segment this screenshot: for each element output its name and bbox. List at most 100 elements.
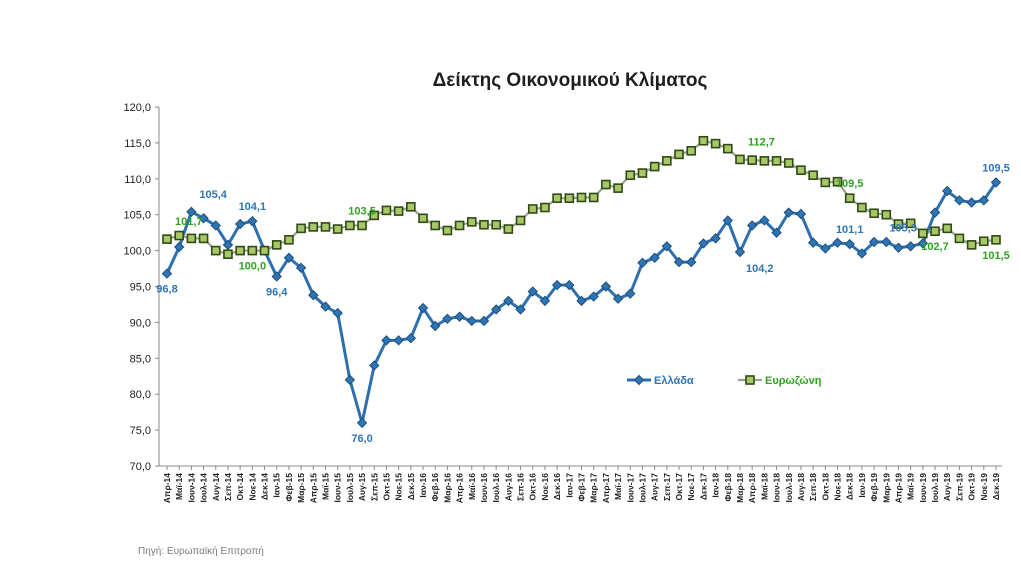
data-point — [527, 286, 538, 297]
data-point — [173, 241, 185, 253]
x-tick-label: Ιουν-15 — [333, 473, 343, 503]
x-tick-label: Νοε-14 — [247, 473, 257, 501]
data-point — [539, 295, 551, 307]
data-label: 109,5 — [836, 178, 864, 190]
y-tick-label: 115,0 — [124, 138, 151, 150]
data-point — [991, 235, 1001, 245]
data-point — [454, 220, 465, 231]
data-point — [417, 302, 429, 314]
data-point — [393, 206, 404, 216]
data-point — [979, 236, 989, 247]
x-tick-label: Σεπ-18 — [808, 473, 818, 501]
legend-label: Ελλάδα — [654, 375, 694, 387]
data-point — [661, 241, 673, 252]
x-tick-label: Οκτ-16 — [528, 473, 538, 501]
x-tick-label: Μαϊ-16 — [467, 473, 477, 500]
data-label: 101,1 — [836, 224, 864, 236]
x-tick-label: Μαϊ-17 — [613, 473, 623, 500]
data-point — [454, 311, 465, 322]
data-label: 103,5 — [348, 205, 376, 217]
data-point — [296, 223, 306, 234]
data-point — [527, 204, 538, 214]
data-label: 96,8 — [156, 284, 177, 296]
data-label: 105,4 — [199, 189, 227, 201]
x-tick-label: Αυγ-18 — [796, 473, 806, 501]
x-tick-label: Νοε-17 — [686, 473, 696, 501]
chart-title: Δείκτης Οικονομικού Κλίματος — [433, 70, 708, 91]
data-label: 100,0 — [239, 261, 267, 273]
legend-marker — [745, 375, 755, 385]
data-point — [807, 237, 819, 248]
data-point — [564, 193, 575, 203]
data-point — [186, 206, 197, 218]
data-point — [929, 207, 941, 218]
data-point — [515, 215, 526, 226]
data-point — [271, 240, 282, 250]
data-point — [625, 170, 636, 181]
data-point — [515, 304, 526, 315]
x-tick-label: Απρ-14 — [162, 473, 172, 503]
data-point — [686, 145, 697, 156]
data-point — [479, 219, 489, 230]
data-point — [759, 156, 770, 166]
data-labels: 96,8 105,4 104,1 96,4 76,0 104,2 101,1 105,3 109… — [156, 136, 1009, 445]
data-point — [893, 219, 904, 229]
x-tick-label: Απρ-18 — [747, 473, 757, 503]
data-point — [734, 246, 746, 258]
data-point — [832, 237, 843, 248]
x-tick-label: Ιαν-17 — [564, 473, 574, 498]
data-point — [881, 209, 892, 220]
x-tick-label: Ιαν-16 — [418, 473, 428, 498]
x-tick-label: Φεβ-17 — [577, 473, 587, 502]
data-point — [381, 205, 392, 216]
data-point — [259, 245, 270, 256]
x-tick-label: Απρ-15 — [308, 473, 318, 503]
data-point — [954, 233, 965, 244]
data-point — [369, 360, 380, 371]
data-point — [893, 242, 904, 253]
data-point — [978, 195, 990, 206]
x-tick-label: Μαϊ-15 — [320, 473, 330, 500]
x-tick-label: Αυγ-17 — [650, 473, 660, 501]
data-point — [613, 183, 623, 193]
data-point — [308, 289, 319, 301]
data-point — [637, 168, 648, 178]
data-point — [405, 332, 417, 344]
x-tick-label: Ιουλ-19 — [930, 473, 940, 503]
data-label: 96,4 — [266, 286, 288, 298]
data-point — [478, 315, 490, 327]
data-point — [832, 176, 843, 187]
x-tick-label: Νοε-19 — [979, 473, 989, 501]
x-tick-label: Δεκ-15 — [406, 473, 416, 500]
data-point — [381, 335, 392, 346]
data-point — [820, 177, 831, 188]
x-tick-label: Φεβ-18 — [723, 473, 733, 502]
x-tick-label: Μαϊ-14 — [174, 473, 184, 500]
data-point — [418, 213, 428, 224]
data-point — [442, 225, 453, 236]
data-point — [942, 185, 953, 197]
data-point — [551, 279, 563, 291]
legend-item-greece: Ελλάδα — [627, 374, 694, 387]
data-point — [783, 158, 794, 168]
data-point — [746, 220, 758, 231]
data-point — [588, 291, 599, 302]
data-point — [332, 224, 343, 234]
data-point — [235, 245, 245, 256]
data-point — [905, 218, 916, 229]
y-tick-label: 120,0 — [123, 102, 151, 114]
x-tick-label: Αυγ-16 — [503, 473, 513, 501]
y-tick-label: 110,0 — [124, 174, 151, 186]
data-point — [345, 220, 355, 231]
data-point — [223, 249, 233, 259]
data-point — [320, 301, 331, 312]
x-tick-label: Μαρ-19 — [881, 473, 891, 503]
data-point — [918, 228, 928, 239]
x-tick-label: Απρ-16 — [455, 473, 465, 503]
data-point — [222, 239, 234, 251]
data-point — [881, 236, 892, 248]
data-point — [771, 227, 782, 238]
data-point — [674, 149, 684, 160]
x-tick-label: Μαϊ-18 — [759, 473, 769, 500]
